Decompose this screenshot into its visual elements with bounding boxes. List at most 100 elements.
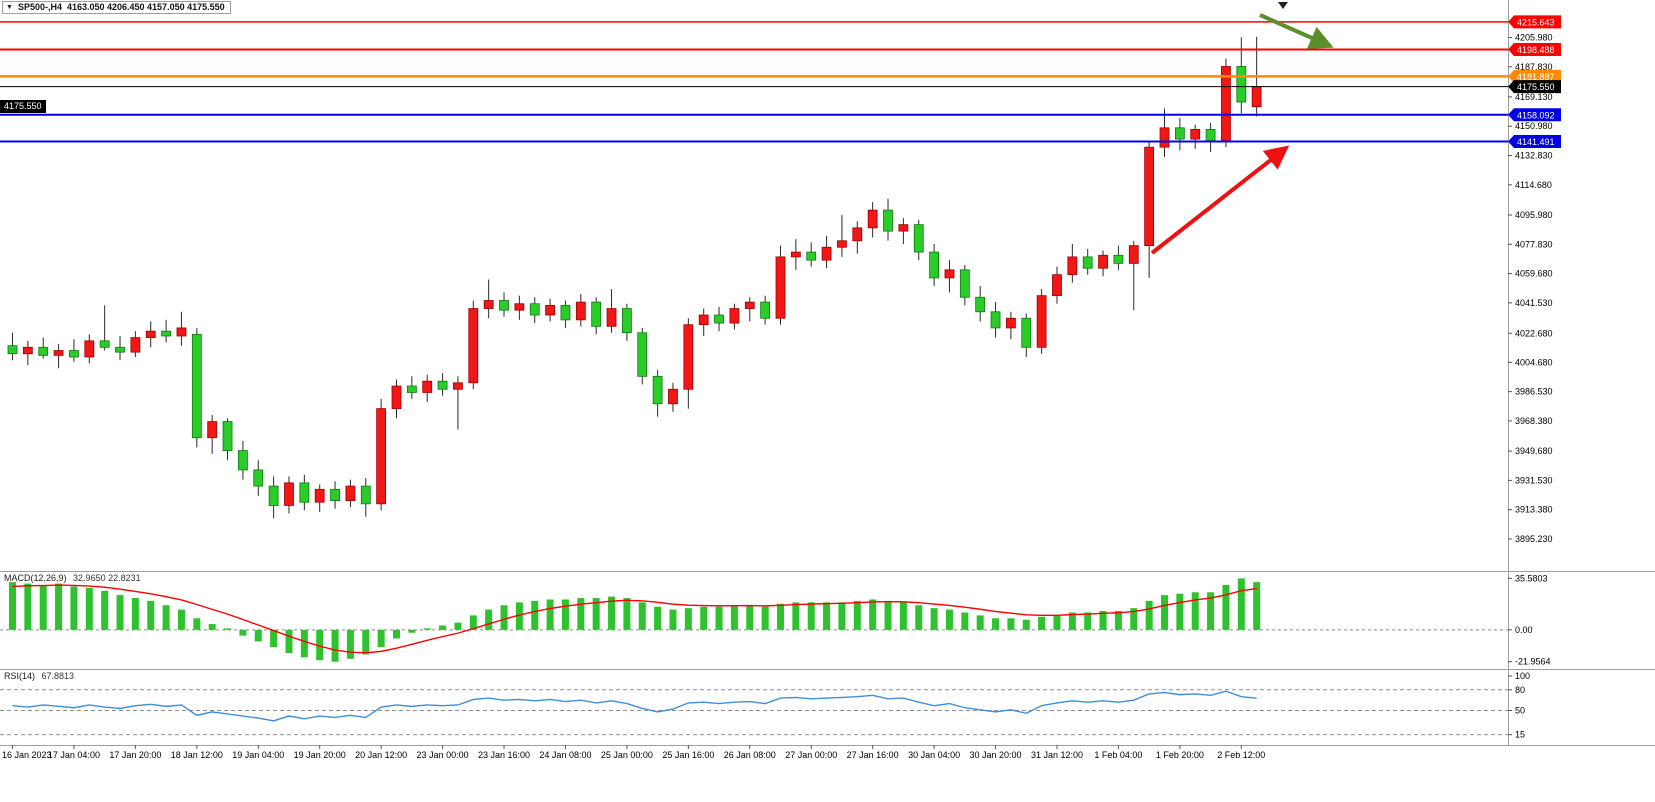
time-label: 30 Jan 04:00 bbox=[908, 750, 960, 760]
candle-body bbox=[422, 380, 433, 393]
macd-label-row: MACD(12,26,9) 32.9650 22.8231 bbox=[4, 573, 141, 583]
macd-histogram-bar bbox=[577, 598, 585, 630]
symbol-info-box: ▼ SP500-,H4 4163.050 4206.450 4157.050 4… bbox=[2, 1, 231, 14]
candle-body bbox=[775, 256, 786, 319]
candle-body bbox=[284, 482, 294, 506]
time-label: 17 Jan 04:00 bbox=[48, 750, 100, 760]
candle-body bbox=[1113, 254, 1124, 264]
macd-histogram-bar bbox=[608, 596, 616, 630]
rsi-axis-label: 80 bbox=[1515, 685, 1525, 695]
macd-histogram-bar bbox=[423, 628, 431, 630]
candle-body bbox=[591, 301, 602, 327]
time-label: 20 Jan 12:00 bbox=[355, 750, 407, 760]
macd-histogram-bar bbox=[393, 629, 400, 639]
time-label: 18 Jan 12:00 bbox=[171, 750, 223, 760]
time-label: 19 Jan 04:00 bbox=[232, 750, 284, 760]
candle-body bbox=[944, 269, 955, 279]
macd-histogram-bar bbox=[515, 602, 523, 630]
candle-body bbox=[22, 346, 33, 355]
price-tick-label: 4095.980 bbox=[1515, 210, 1553, 220]
candle-body bbox=[1082, 256, 1093, 269]
candle-body bbox=[253, 469, 264, 487]
candle-body bbox=[652, 375, 663, 405]
macd-histogram-bar bbox=[454, 622, 462, 630]
price-tick-label: 4077.830 bbox=[1515, 239, 1553, 249]
macd-histogram-bar bbox=[638, 602, 646, 630]
candle-body bbox=[1036, 295, 1047, 348]
macd-histogram-bar bbox=[101, 590, 109, 630]
price-badge bbox=[1508, 80, 1561, 94]
macd-histogram-bar bbox=[761, 606, 769, 630]
candle-body bbox=[683, 324, 694, 390]
candle-body bbox=[1251, 86, 1262, 108]
candle-body bbox=[483, 300, 494, 309]
time-label: 1 Feb 20:00 bbox=[1156, 750, 1204, 760]
macd-histogram-bar bbox=[945, 609, 953, 630]
macd-histogram-bar bbox=[116, 595, 124, 630]
macd-histogram-bar bbox=[1038, 616, 1046, 630]
red-trend-arrow[interactable] bbox=[1150, 145, 1290, 255]
macd-histogram-bar bbox=[485, 609, 493, 630]
candle-body bbox=[69, 350, 79, 358]
price-tick-label: 4132.830 bbox=[1515, 151, 1553, 161]
time-label: 26 Jan 08:00 bbox=[724, 750, 776, 760]
macd-histogram-bar bbox=[70, 586, 78, 630]
candle-body bbox=[1236, 66, 1247, 103]
candle-body bbox=[237, 450, 248, 471]
price-badge bbox=[1508, 69, 1561, 83]
rsi-axis-label: 50 bbox=[1515, 706, 1525, 716]
macd-signal-line bbox=[12, 584, 1257, 654]
candle-body bbox=[575, 301, 586, 321]
macd-histogram-bar bbox=[24, 583, 32, 630]
candle-body bbox=[207, 421, 218, 439]
time-label: 2 Feb 12:00 bbox=[1217, 750, 1265, 760]
macd-histogram-bar bbox=[1237, 578, 1245, 630]
candle-body bbox=[1221, 66, 1231, 142]
macd-histogram-bar bbox=[331, 629, 339, 662]
macd-histogram-bar bbox=[777, 603, 784, 630]
candle-body bbox=[1174, 127, 1185, 140]
macd-histogram-bar bbox=[792, 602, 800, 630]
macd-histogram-bar bbox=[270, 629, 278, 648]
price-tick-label: 3895.230 bbox=[1515, 534, 1553, 544]
candle-body bbox=[115, 346, 125, 353]
price-tick-label: 3986.530 bbox=[1515, 387, 1553, 397]
macd-histogram-bar bbox=[377, 629, 385, 648]
candle-body bbox=[53, 350, 64, 356]
macd-histogram-bar bbox=[1145, 600, 1153, 630]
macd-histogram-bar bbox=[1084, 612, 1092, 630]
macd-histogram-bar bbox=[439, 625, 447, 630]
macd-histogram-bar bbox=[1099, 611, 1107, 630]
macd-histogram-bar bbox=[1222, 585, 1230, 630]
price-tick-label: 3968.380 bbox=[1515, 416, 1553, 426]
macd-histogram-bar bbox=[669, 609, 677, 630]
price-badge bbox=[1508, 43, 1561, 57]
macd-histogram-bar bbox=[992, 618, 1000, 630]
macd-histogram-bar bbox=[1161, 595, 1168, 630]
candle-body bbox=[698, 314, 709, 326]
symbol-dropdown-icon[interactable]: ▼ bbox=[6, 3, 13, 11]
price-tick-label: 4022.680 bbox=[1515, 328, 1553, 338]
price-tick-label: 4004.680 bbox=[1515, 357, 1553, 367]
green-trend-arrow[interactable] bbox=[1259, 13, 1334, 49]
candle-body bbox=[959, 269, 970, 298]
macd-histogram-bar bbox=[1176, 593, 1184, 630]
candle-body bbox=[499, 300, 509, 311]
macd-histogram-bar bbox=[1207, 592, 1215, 630]
price-tick-label: 4205.980 bbox=[1515, 32, 1553, 42]
time-label: 31 Jan 12:00 bbox=[1031, 750, 1083, 760]
price-badge-label: 4141.491 bbox=[1517, 137, 1555, 147]
chart-shift-marker[interactable] bbox=[1278, 2, 1288, 9]
price-tick-label: 4150.980 bbox=[1515, 121, 1553, 131]
macd-axis-label: -21.9564 bbox=[1515, 657, 1551, 667]
candle-body bbox=[622, 308, 632, 334]
rsi-label-row: RSI(14) 67.8813 bbox=[4, 671, 74, 681]
candle-body bbox=[837, 240, 847, 248]
price-badge-label: 4198.488 bbox=[1517, 45, 1555, 55]
macd-histogram-bar bbox=[915, 605, 923, 630]
time-label: 25 Jan 16:00 bbox=[662, 750, 714, 760]
macd-axis-label: 35.5803 bbox=[1515, 573, 1548, 583]
candle-body bbox=[314, 488, 325, 503]
macd-histogram-bar bbox=[408, 629, 416, 633]
